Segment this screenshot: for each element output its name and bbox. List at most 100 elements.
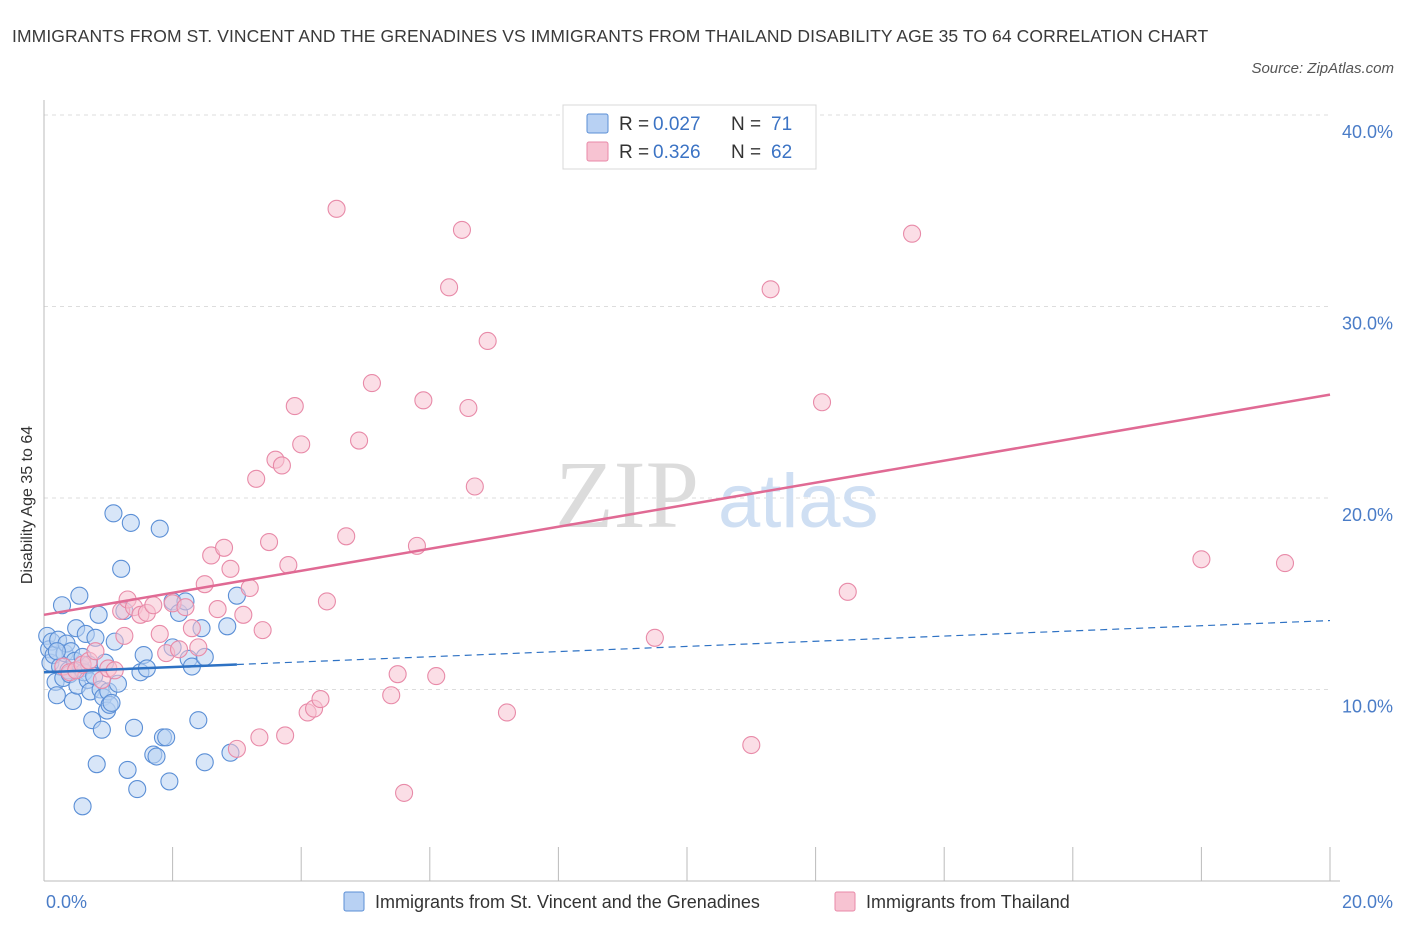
source-label: Source: ZipAtlas.com bbox=[1251, 60, 1394, 77]
point-thailand bbox=[1192, 550, 1211, 569]
point-thailand bbox=[214, 538, 234, 557]
point-thailand bbox=[459, 398, 478, 418]
point-thailand bbox=[317, 592, 336, 611]
point-vincent bbox=[92, 720, 111, 739]
point-thailand bbox=[292, 435, 311, 454]
series-thailand-points bbox=[54, 199, 1295, 802]
point-thailand bbox=[250, 728, 269, 747]
legend-n-value-vincent: 71 bbox=[771, 114, 792, 135]
point-thailand bbox=[189, 638, 208, 657]
y-tick-labels: 10.0% 20.0% 30.0% 40.0% bbox=[1342, 122, 1393, 717]
point-thailand bbox=[350, 431, 369, 450]
point-thailand bbox=[1275, 554, 1295, 573]
x-tick-labels: 0.0% 20.0% bbox=[46, 892, 1393, 912]
point-thailand bbox=[388, 665, 407, 684]
point-thailand bbox=[812, 393, 832, 412]
series-legend-swatch-vincent bbox=[343, 891, 365, 912]
point-thailand bbox=[414, 391, 433, 410]
point-vincent bbox=[150, 519, 169, 538]
point-vincent bbox=[104, 504, 123, 523]
point-vincent bbox=[124, 718, 144, 737]
point-thailand bbox=[452, 220, 472, 239]
legend-swatch-vincent bbox=[586, 113, 609, 134]
point-vincent bbox=[160, 772, 179, 791]
point-thailand bbox=[150, 624, 169, 644]
point-thailand bbox=[427, 667, 446, 686]
legend-swatch-thailand bbox=[586, 141, 609, 162]
trendline-vincent-solid bbox=[43, 663, 237, 674]
point-vincent bbox=[102, 693, 121, 712]
point-thailand bbox=[221, 559, 240, 578]
point-thailand bbox=[247, 469, 266, 488]
legend: R = 0.027 N = 71 R = 0.326 N = 62 bbox=[562, 104, 817, 170]
point-vincent bbox=[63, 691, 82, 711]
point-thailand bbox=[253, 621, 272, 640]
point-thailand bbox=[144, 596, 163, 615]
trendlines bbox=[43, 393, 1331, 674]
series-legend: Immigrants from St. Vincent and the Gren… bbox=[343, 891, 1070, 912]
y-tick-label: 20.0% bbox=[1342, 505, 1393, 525]
point-thailand bbox=[337, 527, 356, 546]
point-thailand bbox=[645, 628, 664, 647]
series-legend-swatch-thailand bbox=[834, 891, 856, 912]
watermark-atlas: atlas bbox=[718, 459, 879, 544]
point-vincent bbox=[128, 780, 147, 799]
legend-r-value-vincent: 0.027 bbox=[653, 114, 701, 135]
legend-n-label-thailand: N = bbox=[731, 142, 761, 163]
point-thailand bbox=[742, 735, 761, 755]
point-thailand bbox=[195, 575, 214, 594]
point-vincent bbox=[121, 513, 140, 532]
point-thailand bbox=[440, 278, 459, 297]
point-vincent bbox=[112, 559, 131, 578]
point-thailand bbox=[902, 224, 922, 243]
trendline-thailand bbox=[43, 393, 1331, 617]
y-tick-label: 30.0% bbox=[1342, 314, 1393, 334]
point-thailand bbox=[362, 374, 381, 393]
point-thailand bbox=[838, 582, 857, 601]
point-thailand bbox=[311, 690, 330, 709]
legend-r-label-vincent: R = bbox=[619, 114, 649, 135]
series-legend-label-vincent: Immigrants from St. Vincent and the Gren… bbox=[375, 892, 760, 912]
point-thailand bbox=[86, 642, 105, 661]
point-vincent bbox=[195, 753, 214, 772]
y-tick-label: 40.0% bbox=[1342, 122, 1393, 142]
watermark-zip: ZIP bbox=[555, 441, 699, 548]
series-legend-label-thailand: Immigrants from Thailand bbox=[866, 892, 1070, 912]
point-vincent bbox=[70, 586, 89, 605]
x-tick-label: 20.0% bbox=[1342, 892, 1393, 912]
point-vincent bbox=[189, 711, 208, 730]
legend-r-value-thailand: 0.326 bbox=[653, 142, 701, 163]
point-thailand bbox=[115, 626, 134, 645]
point-thailand bbox=[382, 686, 401, 705]
point-vincent bbox=[218, 617, 237, 636]
y-axis-title: Disability Age 35 to 64 bbox=[19, 426, 36, 584]
point-vincent bbox=[147, 747, 166, 766]
point-thailand bbox=[761, 280, 780, 299]
point-thailand bbox=[240, 578, 259, 598]
axes bbox=[43, 100, 1340, 882]
point-thailand bbox=[182, 619, 201, 638]
point-thailand bbox=[478, 331, 497, 351]
point-thailand bbox=[395, 783, 414, 802]
x-tick-label: 0.0% bbox=[46, 892, 87, 912]
point-thailand bbox=[285, 397, 304, 416]
chart-title: IMMIGRANTS FROM ST. VINCENT AND THE GREN… bbox=[12, 26, 1209, 46]
point-vincent bbox=[87, 755, 106, 774]
point-vincent bbox=[73, 797, 92, 816]
point-vincent bbox=[47, 686, 66, 705]
point-vincent bbox=[157, 728, 176, 747]
point-thailand bbox=[176, 598, 195, 617]
point-vincent bbox=[47, 642, 66, 661]
point-thailand bbox=[208, 600, 227, 619]
point-thailand bbox=[276, 726, 295, 745]
y-tick-label: 10.0% bbox=[1342, 697, 1393, 717]
legend-r-label-thailand: R = bbox=[619, 142, 649, 163]
point-vincent bbox=[89, 605, 108, 624]
point-thailand bbox=[227, 739, 246, 758]
legend-n-label-vincent: N = bbox=[731, 114, 761, 135]
watermark: ZIP atlas bbox=[555, 441, 879, 548]
point-thailand bbox=[259, 532, 279, 552]
point-thailand bbox=[465, 477, 484, 496]
legend-n-value-thailand: 62 bbox=[771, 142, 792, 163]
point-thailand bbox=[234, 605, 253, 624]
